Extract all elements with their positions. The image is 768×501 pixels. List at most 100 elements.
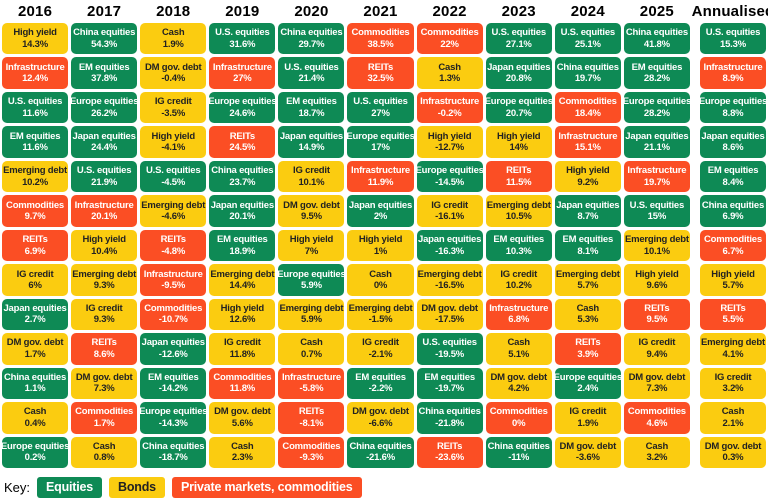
asset-name: Europe equities: [699, 96, 767, 108]
asset-return-value: 14.9%: [298, 142, 325, 154]
asset-cell: DM gov. debt -17.5%: [416, 298, 483, 331]
asset-cell: High yield 14%: [485, 126, 552, 158]
asset-name: Emerging debt: [3, 165, 67, 177]
asset-return-value: -23.6%: [435, 452, 465, 464]
asset-name: Cash: [23, 406, 47, 418]
asset-name: IG credit: [293, 165, 330, 177]
asset-cell: IG credit -3.5%: [140, 91, 207, 124]
asset-cell: EM equities 8.1%: [554, 229, 621, 262]
asset-cell: Europe equities 8.8%: [699, 91, 767, 124]
asset-return-value: 14.4%: [229, 280, 256, 292]
asset-name: U.S. equities: [146, 165, 201, 177]
asset-return-value: 9.3%: [93, 314, 115, 326]
asset-name: Infrastructure: [627, 165, 687, 177]
asset-name: U.S. equities: [629, 199, 685, 211]
asset-cell: DM gov. debt 7.3%: [71, 367, 138, 400]
asset-name: Cash: [507, 337, 530, 349]
asset-cell: High yield 1%: [347, 229, 414, 262]
asset-name: Japan equities: [72, 130, 136, 142]
asset-return-value: 7%: [304, 245, 319, 257]
asset-name: Cash: [92, 440, 116, 452]
asset-cell: IG credit 6%: [2, 264, 69, 296]
asset-name: DM gov. debt: [283, 199, 340, 211]
asset-name: REITs: [22, 234, 48, 246]
asset-cell: Cash 0%: [347, 264, 414, 296]
asset-cell: Infrastructure 15.1%: [554, 126, 621, 158]
asset-name: REITs: [644, 302, 670, 314]
asset-return-value: -4.1%: [161, 142, 186, 154]
asset-cell: Japan equities 20.1%: [209, 195, 276, 227]
asset-name: Cash: [162, 27, 185, 39]
asset-cell: Commodities 38.5%: [347, 23, 414, 55]
asset-cell: Commodities 18.4%: [554, 91, 621, 124]
asset-name: Infrastructure: [212, 61, 272, 73]
asset-name: Infrastructure: [281, 371, 341, 383]
asset-return-value: 5.7%: [722, 280, 744, 292]
asset-name: REITs: [720, 302, 746, 314]
asset-return-value: 0.8%: [93, 452, 115, 464]
asset-return-value: 10.3%: [505, 245, 532, 257]
asset-cell: Europe equities 5.9%: [278, 264, 345, 296]
asset-cell: DM gov. debt 0.3%: [699, 436, 767, 469]
asset-cell: Cash 1.3%: [416, 57, 483, 89]
asset-name: Cash: [438, 61, 461, 73]
asset-return-value: 21.9%: [91, 176, 118, 188]
asset-return-value: 10.2%: [505, 280, 532, 292]
asset-cell: China equities -18.7%: [140, 436, 207, 469]
asset-name: Commodities: [75, 406, 134, 418]
asset-return-value: -0.4%: [161, 73, 186, 85]
asset-name: Japan equities: [3, 302, 67, 314]
asset-cell: Emerging debt -1.5%: [347, 298, 414, 331]
asset-name: High yield: [427, 130, 472, 142]
asset-cell: Infrastructure 11.9%: [347, 160, 414, 193]
asset-return-value: 11.9%: [367, 176, 394, 188]
asset-return-value: 0%: [512, 417, 526, 429]
asset-cell: U.S. equities 15.3%: [699, 23, 767, 55]
asset-cell: Infrastructure -5.8%: [278, 367, 345, 400]
asset-cell: Commodities 22%: [416, 23, 483, 55]
asset-cell: High yield 9.2%: [554, 160, 621, 193]
asset-cell: Commodities 11.8%: [209, 367, 276, 400]
asset-name: IG credit: [16, 268, 54, 280]
asset-cell: China equities 6.9%: [699, 195, 767, 227]
asset-return-value: 9.7%: [24, 211, 46, 223]
asset-return-value: -18.7%: [158, 452, 188, 464]
asset-name: REITs: [367, 61, 394, 73]
asset-return-value: 6.9%: [24, 245, 46, 257]
asset-return-value: 10.1%: [298, 176, 325, 188]
asset-cell: Japan equities 8.6%: [699, 126, 767, 158]
asset-name: REITs: [160, 234, 186, 246]
asset-name: Emerging debt: [210, 268, 275, 280]
asset-return-value: 26.2%: [91, 107, 118, 119]
asset-name: High yield: [635, 268, 679, 280]
asset-name: DM gov. debt: [144, 61, 202, 73]
asset-name: REITs: [298, 406, 325, 418]
asset-return-value: 24.5%: [229, 142, 256, 154]
asset-name: China equities: [280, 27, 343, 39]
asset-name: IG credit: [500, 268, 538, 280]
asset-cell: EM equities 10.3%: [485, 229, 552, 262]
asset-name: Europe equities: [209, 96, 276, 108]
asset-name: DM gov. debt: [421, 302, 478, 314]
asset-return-value: 5.9%: [300, 314, 322, 326]
asset-name: U.S. equities: [422, 337, 477, 349]
asset-cell: Emerging debt 14.4%: [209, 264, 276, 296]
asset-cell: DM gov. debt 4.2%: [485, 367, 552, 400]
asset-return-value: 6.8%: [508, 314, 530, 326]
asset-return-value: -21.6%: [366, 452, 395, 464]
column-annualised: Annualised U.S. equities 15.3% Infrastructu…: [692, 2, 768, 469]
asset-name: Commodities: [420, 27, 479, 39]
asset-name: Infrastructure: [420, 96, 480, 108]
asset-cell: Infrastructure 8.9%: [699, 57, 767, 89]
asset-name: China equities: [211, 165, 274, 177]
asset-return-value: 2.7%: [24, 314, 46, 326]
asset-return-value: 15.1%: [574, 142, 601, 154]
asset-name: EM equities: [355, 371, 406, 383]
asset-name: EM equities: [493, 234, 544, 246]
asset-return-value: 11.6%: [22, 142, 48, 154]
column-header: 2016: [17, 2, 53, 20]
asset-return-value: 1.9%: [162, 38, 184, 50]
asset-name: U.S. equities: [215, 27, 270, 39]
asset-return-value: 11.5%: [505, 176, 532, 188]
asset-return-value: 3.9%: [577, 348, 599, 360]
